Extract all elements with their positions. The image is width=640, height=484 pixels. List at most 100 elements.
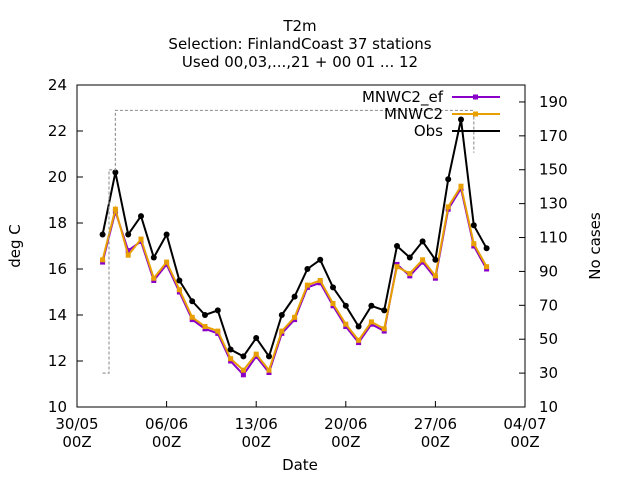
- series-no-cases: [102, 109, 475, 374]
- series-mnwc2-ef: [100, 185, 490, 378]
- data-point: [112, 206, 118, 212]
- data-point: [317, 278, 323, 283]
- data-point: [419, 238, 426, 245]
- data-point: [253, 351, 259, 357]
- legend-marker: [473, 94, 478, 100]
- x-tick-label-hour: 00Z: [421, 433, 450, 451]
- data-point: [432, 256, 439, 263]
- legend-label: MNWC2_ef: [362, 88, 444, 107]
- legend-label: MNWC2: [384, 105, 443, 123]
- data-point: [138, 236, 144, 242]
- data-point: [240, 372, 246, 378]
- data-point: [125, 252, 131, 258]
- y-tick-label: 24: [48, 76, 67, 94]
- x-tick-label-date: 13/06: [235, 415, 278, 433]
- data-point: [151, 275, 157, 281]
- data-point: [330, 301, 336, 306]
- x-tick-label-hour: 00Z: [152, 433, 181, 451]
- legend-marker: [473, 111, 478, 117]
- data-point: [99, 231, 106, 238]
- data-point: [471, 241, 477, 247]
- data-point: [406, 254, 413, 261]
- y-tick-label: 18: [48, 214, 67, 232]
- data-point: [266, 353, 272, 360]
- data-point: [176, 287, 182, 293]
- data-point: [458, 183, 464, 189]
- data-point: [279, 328, 285, 334]
- y2-tick-label: 30: [539, 364, 558, 382]
- data-point: [381, 307, 388, 314]
- data-point: [189, 314, 195, 320]
- title-line-2: Selection: FinlandCoast 37 stations: [168, 35, 431, 53]
- x-axis-label: Date: [282, 456, 318, 474]
- series-obs: [99, 116, 490, 360]
- y-tick-label: 20: [48, 168, 67, 186]
- data-point: [100, 257, 106, 263]
- x-tick-label-date: 04/07: [503, 415, 546, 433]
- data-point: [125, 248, 131, 254]
- data-point: [202, 324, 208, 329]
- legend-item: MNWC2: [384, 105, 500, 123]
- y2-tick-label: 10: [539, 398, 558, 416]
- x-tick-label-hour: 00Z: [62, 433, 91, 451]
- series-line: [101, 183, 488, 373]
- legend-item: MNWC2_ef: [362, 88, 500, 107]
- data-point: [291, 293, 298, 300]
- chart-titles: T2m Selection: FinlandCoast 37 stations …: [168, 17, 431, 71]
- y2-tick-label: 90: [539, 262, 558, 280]
- data-point: [394, 264, 400, 270]
- data-point: [214, 307, 221, 314]
- y-tick-label: 14: [48, 306, 67, 324]
- data-point: [138, 213, 144, 220]
- data-point: [356, 337, 362, 343]
- data-point: [189, 298, 196, 305]
- y-tick-label: 16: [48, 260, 67, 278]
- data-point: [164, 259, 170, 265]
- y-tick-label: 12: [48, 352, 67, 370]
- y-tick-label: 22: [48, 122, 67, 140]
- x-tick-label-date: 20/06: [324, 415, 367, 433]
- data-point: [150, 254, 157, 261]
- data-point: [407, 271, 413, 277]
- y-tick-label: 10: [48, 398, 67, 416]
- data-point: [432, 273, 438, 279]
- data-point: [483, 245, 490, 252]
- data-point: [112, 169, 119, 176]
- legend-label: Obs: [414, 122, 443, 140]
- plot-frame: [76, 84, 526, 408]
- series-mnwc2: [100, 183, 490, 373]
- y2-tick-label: 110: [539, 229, 568, 247]
- y2-axis-label: No cases: [586, 212, 604, 280]
- data-point: [445, 204, 451, 210]
- data-point: [215, 328, 221, 334]
- series-line: [102, 109, 475, 374]
- x-tick-label-hour: 00Z: [510, 433, 539, 451]
- y2-tick-label: 170: [539, 127, 568, 145]
- data-point: [330, 284, 336, 291]
- y2-tick-label: 150: [539, 161, 568, 179]
- y2-tick-label: 190: [539, 93, 568, 111]
- legend-item: Obs: [414, 122, 500, 140]
- data-point: [202, 312, 208, 318]
- data-point: [240, 367, 246, 373]
- x-tick-label-hour: 00Z: [331, 433, 360, 451]
- data-point: [368, 302, 375, 309]
- data-point: [317, 256, 324, 263]
- data-point: [253, 335, 260, 341]
- data-point: [304, 282, 310, 288]
- data-point: [343, 321, 349, 327]
- series-layer: [99, 109, 490, 378]
- data-point: [240, 353, 247, 360]
- x-tick-label-hour: 00Z: [242, 433, 271, 451]
- y2-tick-label: 70: [539, 296, 558, 314]
- y2-tick-label: 130: [539, 195, 568, 213]
- x-tick-label-date: 30/05: [55, 415, 98, 433]
- data-point: [445, 176, 452, 183]
- data-point: [278, 312, 285, 318]
- data-point: [227, 346, 234, 353]
- data-point: [355, 323, 362, 330]
- data-point: [458, 116, 464, 123]
